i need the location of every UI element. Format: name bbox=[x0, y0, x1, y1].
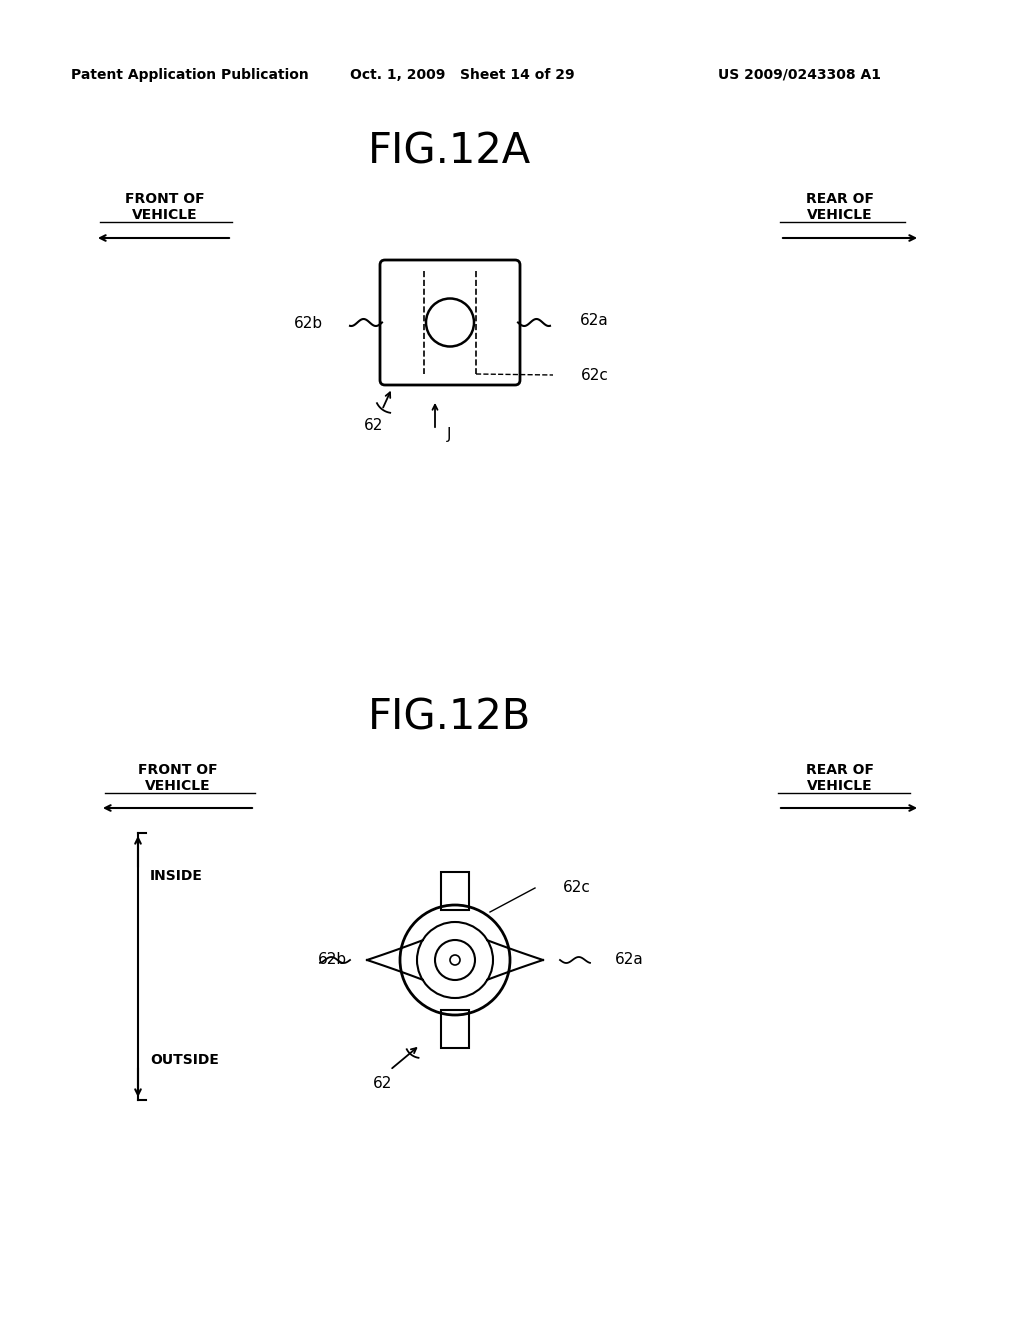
Circle shape bbox=[435, 940, 475, 979]
Text: 62c: 62c bbox=[581, 368, 609, 384]
Text: Patent Application Publication: Patent Application Publication bbox=[71, 69, 309, 82]
Text: FIG.12B: FIG.12B bbox=[369, 697, 531, 739]
Text: OUTSIDE: OUTSIDE bbox=[150, 1053, 219, 1067]
Bar bbox=[441, 1010, 469, 1048]
Text: Oct. 1, 2009   Sheet 14 of 29: Oct. 1, 2009 Sheet 14 of 29 bbox=[349, 69, 574, 82]
Text: 62: 62 bbox=[374, 1076, 392, 1090]
Text: FIG.12A: FIG.12A bbox=[369, 131, 531, 173]
FancyBboxPatch shape bbox=[380, 260, 520, 385]
Text: INSIDE: INSIDE bbox=[150, 869, 203, 883]
Text: 62c: 62c bbox=[563, 880, 591, 895]
Circle shape bbox=[450, 954, 460, 965]
Text: 62a: 62a bbox=[580, 313, 608, 327]
Text: REAR OF
VEHICLE: REAR OF VEHICLE bbox=[806, 763, 874, 793]
Circle shape bbox=[417, 921, 493, 998]
Circle shape bbox=[400, 906, 510, 1015]
Text: REAR OF
VEHICLE: REAR OF VEHICLE bbox=[806, 191, 874, 222]
Text: J: J bbox=[447, 426, 452, 441]
Text: US 2009/0243308 A1: US 2009/0243308 A1 bbox=[719, 69, 882, 82]
Text: 62: 62 bbox=[365, 417, 384, 433]
Text: 62b: 62b bbox=[294, 315, 323, 331]
Text: FRONT OF
VEHICLE: FRONT OF VEHICLE bbox=[125, 191, 205, 222]
Text: 62a: 62a bbox=[615, 953, 644, 968]
Text: 62b: 62b bbox=[317, 953, 347, 968]
Bar bbox=[441, 873, 469, 909]
Text: FRONT OF
VEHICLE: FRONT OF VEHICLE bbox=[138, 763, 218, 793]
